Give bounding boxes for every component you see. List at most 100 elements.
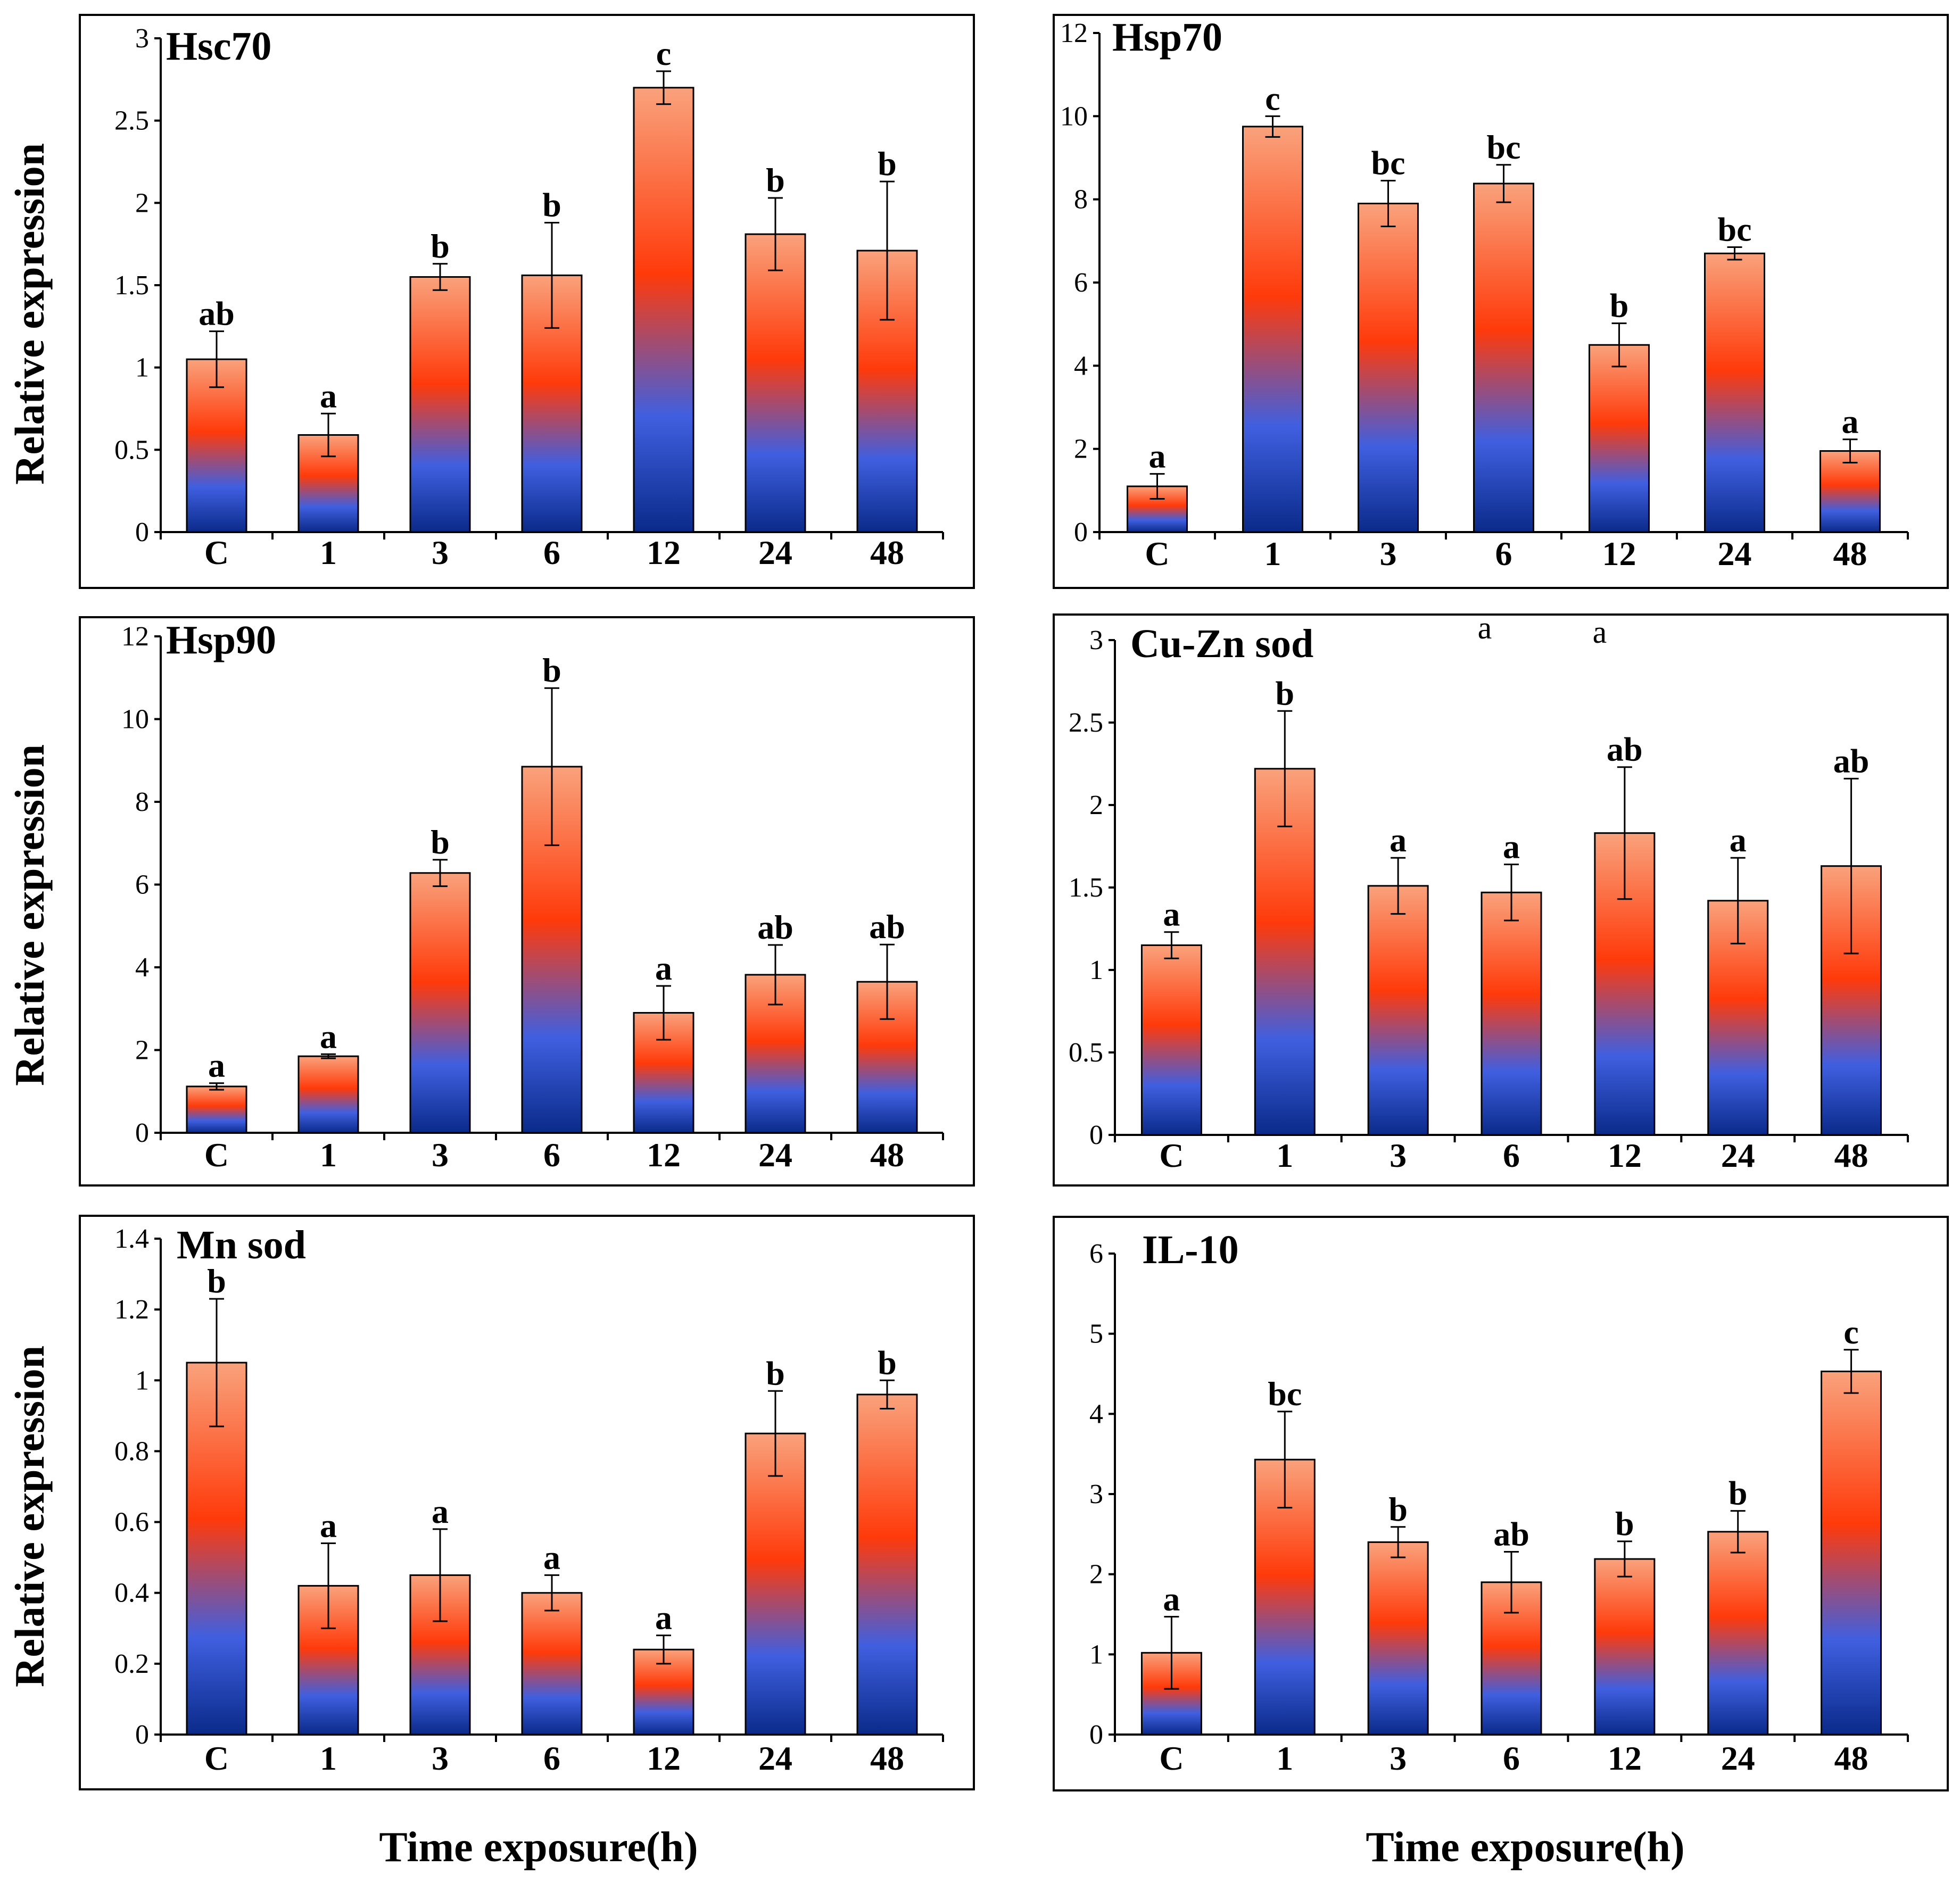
x-tick-label: 6: [1503, 1739, 1520, 1777]
y-tick-label: 0: [135, 517, 149, 548]
significance-label: a: [1503, 828, 1520, 866]
y-tick-label: 0.8: [114, 1436, 149, 1466]
significance-label: bc: [1718, 211, 1752, 248]
x-tick-label: 12: [1608, 1137, 1642, 1174]
significance-label: a: [320, 377, 337, 414]
x-tick-label: 1: [1276, 1137, 1293, 1174]
y-tick-label: 1.2: [114, 1295, 149, 1325]
x-tick-label: C: [204, 534, 229, 571]
x-tick-label: 24: [1721, 1739, 1755, 1777]
bar-hsc70-3: [409, 276, 471, 533]
y-tick-label: 2: [1089, 1560, 1103, 1590]
significance-label: b: [766, 1354, 785, 1392]
y-axis-label-row1: Relative expression: [6, 143, 53, 485]
bar-mn-sod-6: [521, 1592, 583, 1736]
significance-label: c: [1265, 79, 1280, 117]
x-tick-label: 48: [870, 1739, 904, 1777]
y-tick-label: 10: [121, 704, 149, 735]
significance-label: a: [208, 1047, 225, 1084]
x-tick-label: 6: [1503, 1137, 1520, 1174]
bar-il-10-12: [1594, 1558, 1656, 1736]
x-tick-label: 12: [647, 534, 681, 571]
significance-label: a: [320, 1017, 337, 1055]
y-tick-label: 4: [1089, 1399, 1103, 1429]
significance-label: bc: [1268, 1375, 1302, 1413]
bar-cu-zn-sod-1: [1254, 768, 1316, 1136]
significance-label: a: [432, 1492, 449, 1530]
bar-hsp70-6: [1473, 183, 1534, 533]
y-axis-label-row3: Relative expression: [6, 1346, 53, 1687]
x-tick-label: 48: [1834, 1137, 1868, 1174]
bar-hsp70-1: [1242, 126, 1303, 533]
y-tick-label: 1: [135, 353, 149, 383]
stray-label-1: a: [1478, 610, 1492, 645]
x-tick-label: 24: [1721, 1137, 1755, 1174]
significance-label: a: [1163, 1580, 1180, 1618]
y-axis-label-row2: Relative expression: [6, 744, 53, 1086]
significance-label: b: [207, 1262, 226, 1300]
significance-label: a: [1163, 895, 1180, 933]
significance-label: b: [1388, 1490, 1408, 1528]
x-tick-label: 24: [758, 1136, 792, 1174]
x-tick-label: 12: [647, 1136, 681, 1174]
y-tick-label: 0: [1089, 1720, 1103, 1750]
x-tick-label: 6: [543, 1136, 560, 1174]
significance-label: b: [878, 145, 897, 183]
bar-cu-zn-sod-6: [1481, 891, 1542, 1136]
significance-label: a: [655, 949, 672, 987]
x-tick-label: 24: [758, 534, 792, 571]
bar-hsp90-1: [297, 1055, 359, 1134]
y-tick-label: 10: [1060, 101, 1088, 131]
significance-label: b: [1610, 287, 1629, 325]
bar-hsp70-24: [1704, 252, 1765, 533]
significance-label: a: [320, 1507, 337, 1545]
y-tick-label: 4: [135, 952, 149, 983]
bar-hsp70-3: [1358, 202, 1419, 533]
y-tick-label: 12: [1060, 18, 1088, 48]
y-tick-label: 2.5: [1069, 708, 1103, 738]
y-tick-label: 1: [135, 1365, 149, 1396]
bar-mn-sod-48: [856, 1393, 918, 1736]
bar-hsc70-24: [745, 233, 806, 533]
significance-label: a: [1730, 821, 1747, 859]
significance-label: b: [1615, 1505, 1634, 1542]
y-tick-label: 0.5: [1069, 1038, 1103, 1068]
significance-label: a: [543, 1538, 560, 1576]
chart-title-cu-zn-sod: Cu-Zn sod: [1130, 621, 1313, 666]
y-tick-label: 2: [1074, 434, 1088, 464]
chart-title-hsp90: Hsp90: [166, 618, 276, 662]
bar-hsp70-48: [1820, 450, 1881, 533]
chart-mnsod: 00.20.40.60.811.21.4 Mn sodbCa1a3a6a12b24…: [114, 1223, 944, 1777]
x-tick-label: C: [1159, 1137, 1184, 1174]
x-tick-label: 1: [320, 534, 337, 571]
y-tick-label: 1.5: [114, 270, 149, 301]
x-axis-label-left: Time exposure(h): [379, 1824, 698, 1871]
chart-title-hsc70: Hsc70: [166, 24, 271, 69]
y-tick-label: 2: [135, 1035, 149, 1066]
y-tick-label: 8: [1074, 185, 1088, 215]
y-tick-label: 2: [1089, 790, 1103, 820]
bar-hsp70-12: [1589, 344, 1650, 533]
x-tick-label: 1: [320, 1739, 337, 1777]
x-tick-label: 3: [432, 534, 449, 571]
y-tick-label: 0.2: [114, 1649, 149, 1679]
y-tick-label: 1.5: [1069, 873, 1103, 903]
significance-label: c: [656, 35, 671, 72]
bar-hsc70-12: [633, 87, 694, 533]
x-axis-label-right: Time exposure(h): [1366, 1824, 1684, 1871]
bar-hsp90-c: [186, 1085, 247, 1134]
y-tick-label: 0.6: [114, 1507, 149, 1538]
y-tick-label: 1: [1089, 1639, 1103, 1670]
y-tick-label: 5: [1089, 1319, 1103, 1349]
y-tick-label: 4: [1074, 351, 1088, 381]
x-tick-label: 12: [647, 1739, 681, 1777]
x-tick-label: 1: [320, 1136, 337, 1174]
bar-hsp90-3: [409, 872, 471, 1134]
bar-cu-zn-sod-c: [1140, 944, 1202, 1136]
y-tick-label: 1: [1089, 955, 1103, 985]
significance-label: ab: [1833, 742, 1870, 779]
significance-label: ab: [1493, 1515, 1529, 1553]
x-tick-label: C: [204, 1739, 229, 1777]
